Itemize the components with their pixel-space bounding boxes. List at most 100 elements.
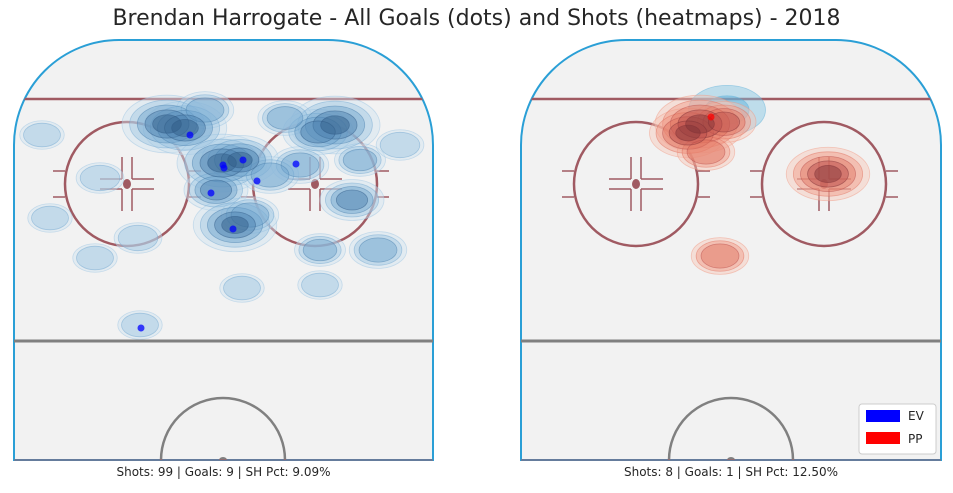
shot-density-level [219,273,265,303]
shot-density-level [171,119,199,137]
rink-right: Shots: 8 | Goals: 1 | SH Pct: 12.50% [520,39,942,479]
shot-density-level [353,234,403,266]
goals-ev [137,131,300,332]
shot-density-level [338,146,382,174]
shot-density-level [298,236,342,264]
shot-density-level [157,109,213,147]
shot-density-level [330,186,374,214]
caption-right: Shots: 8 | Goals: 1 | SH Pct: 12.50% [624,465,838,479]
shot-density-level [192,197,278,253]
rink-left: Shots: 99 | Goals: 9 | SH Pct: 9.09% [13,39,434,479]
heatmap-pp [649,84,871,275]
caption-left: Shots: 99 | Goals: 9 | SH Pct: 9.09% [116,465,330,479]
shot-density-level [31,205,69,231]
shot-density-level [199,179,233,201]
shot-density-level [358,237,398,263]
goal-point [253,177,261,185]
shot-density-level [785,146,871,202]
shot-density-level [695,240,745,272]
shot-density-level [223,275,261,301]
shot-density-level [379,131,421,159]
goal-point [137,324,145,332]
shot-density-level [304,105,366,145]
shot-density-level [807,160,849,188]
shot-density-level [325,182,379,218]
shot-density-level [320,115,350,135]
goal-point [292,160,300,168]
shot-density-level [266,106,304,130]
shot-density-level [662,116,714,150]
shot-density-level [164,114,206,142]
shot-density-level [76,245,114,271]
shot-density-level [230,202,270,228]
rink-left-center-circle [159,396,287,460]
shot-density-level [300,120,336,144]
faceoff-circle-ring [760,120,888,248]
shot-density-level [301,272,339,298]
shot-density-level [257,100,313,136]
shot-density-level [294,233,346,267]
legend-label-pp: PP [908,432,922,446]
rink-right-center-dot [727,457,735,460]
shot-density-level [375,129,425,161]
goal-point [239,156,247,164]
goal-point [707,113,715,121]
shot-density-level [185,97,225,123]
legend: EV PP [858,403,937,455]
shot-density-level [302,238,338,262]
goals-pp [707,113,715,121]
shot-density-level [289,95,381,155]
shot-density-level [75,162,125,194]
shot-density-level [348,231,408,269]
shot-density-level [312,110,358,140]
legend-swatch-pp [866,432,900,444]
goal-point [229,225,237,233]
shot-density-level [72,243,118,273]
rink-right-center-circle [667,396,795,460]
shot-density-level [707,111,741,133]
shot-density-level [221,216,249,234]
chart-title: Brendan Harrogate - All Goals (dots) and… [112,6,841,31]
shot-density-level [149,105,221,151]
rink-left-center-dot [219,457,227,460]
goal-point [207,189,215,197]
shot-density-level [792,151,864,197]
shot-density-level [23,122,61,148]
shot-density-level [814,165,842,183]
faceoff-circle-ring [572,120,700,248]
shot-density-level [79,164,121,192]
goal-point [186,131,194,139]
goal-point [220,164,228,172]
shot-density-level [152,114,182,134]
shot-density-level [250,162,290,188]
shot-density-level [27,203,73,233]
legend-swatch-ev [866,410,900,422]
shot-density-level [690,237,750,275]
shot-density-level [19,120,65,150]
shot-density-level [686,139,726,165]
shot-density-level [214,211,256,239]
shot-density-level [342,148,378,172]
shot-density-level [335,189,369,211]
rink-right-faceoff-circle-1 [562,120,710,248]
shot-density-level [144,109,190,139]
faceoff-dot [123,179,131,189]
shot-density-level [700,243,740,269]
faceoff-dot [632,179,640,189]
shot-density-level [113,222,163,254]
shot-density-level [668,120,708,146]
shot-density-level [334,143,386,177]
faceoff-circle-ring [63,120,191,248]
shot-density-level [319,179,385,221]
shot-density-level [297,270,343,300]
shot-density-level [275,149,325,181]
shot-density-level [675,124,701,142]
shot-density-level [117,224,159,252]
shot-density-level [294,116,342,148]
shot-density-level [800,155,856,193]
legend-label-ev: EV [908,409,925,423]
rink-right-boards [520,39,942,461]
heatmap-ev [19,91,425,340]
